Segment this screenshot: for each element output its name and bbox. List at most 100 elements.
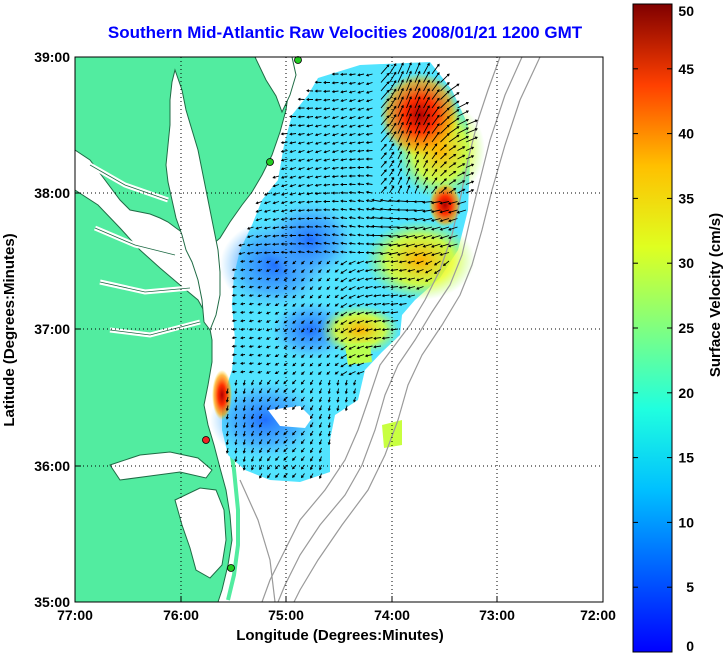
velocity-arrow bbox=[356, 337, 365, 341]
velocity-arrow bbox=[465, 180, 475, 185]
velocity-arrow bbox=[327, 379, 331, 386]
velocity-arrow bbox=[423, 105, 430, 117]
velocity-arrow bbox=[301, 277, 305, 282]
velocity-arrow bbox=[365, 207, 373, 211]
velocity-arrow bbox=[431, 97, 440, 109]
velocity-arrow bbox=[414, 87, 421, 100]
velocity-arrow bbox=[365, 165, 373, 169]
velocity-arrow bbox=[306, 89, 314, 93]
velocity-arrow bbox=[447, 201, 458, 205]
velocity-arrow bbox=[348, 158, 356, 162]
velocity-arrow bbox=[231, 276, 237, 280]
radar-stations bbox=[202, 56, 302, 572]
velocity-arrow bbox=[439, 252, 450, 256]
velocity-arrow bbox=[414, 142, 419, 151]
velocity-arrow bbox=[323, 98, 331, 102]
velocity-arrow bbox=[379, 234, 390, 238]
velocity-arrow bbox=[238, 243, 246, 247]
velocity-arrow bbox=[234, 456, 238, 463]
velocity-arrow bbox=[292, 371, 297, 375]
velocity-arrow bbox=[344, 405, 348, 412]
velocity-arrow bbox=[234, 388, 238, 395]
velocity-arrow bbox=[334, 277, 339, 282]
map-title: Southern Mid-Atlantic Raw Velocities 200… bbox=[107, 23, 583, 42]
velocity-arrow bbox=[397, 151, 403, 160]
velocity-arrow bbox=[414, 176, 419, 185]
velocity-arrow bbox=[248, 344, 254, 348]
velocity-arrow bbox=[280, 250, 288, 254]
velocity-arrow bbox=[356, 311, 365, 316]
velocity-arrow bbox=[250, 456, 254, 463]
velocity-arrow bbox=[289, 209, 297, 213]
y-axis-label: Latitude (Degrees:Minutes) bbox=[1, 233, 18, 426]
velocity-arrow bbox=[289, 242, 297, 246]
velocity-arrow bbox=[300, 439, 305, 445]
velocity-arrow bbox=[334, 286, 339, 290]
velocity-arrow bbox=[257, 285, 263, 289]
velocity-arrow bbox=[379, 216, 390, 220]
velocity-arrow bbox=[431, 106, 440, 117]
velocity-arrow bbox=[318, 328, 322, 333]
velocity-arrow bbox=[365, 73, 373, 77]
velocity-arrow bbox=[255, 201, 263, 205]
velocity-arrow bbox=[357, 116, 365, 120]
velocity-arrow bbox=[242, 430, 246, 437]
velocity-arrow bbox=[318, 354, 322, 359]
velocity-arrow bbox=[272, 251, 279, 255]
velocity-arrow bbox=[423, 168, 428, 177]
velocity-arrow bbox=[300, 379, 305, 385]
velocity-arrow bbox=[413, 209, 424, 213]
velocity-arrow bbox=[255, 243, 263, 247]
velocity-arrow bbox=[356, 320, 365, 324]
velocity-arrow bbox=[348, 320, 356, 325]
velocity-arrow bbox=[306, 141, 314, 145]
velocity-arrow bbox=[340, 183, 347, 187]
velocity-arrow bbox=[373, 302, 382, 306]
velocity-arrow bbox=[340, 216, 348, 220]
velocity-arrow bbox=[371, 207, 382, 211]
velocity-arrow bbox=[275, 456, 280, 461]
velocity-arrow bbox=[423, 62, 430, 75]
velocity-arrow bbox=[234, 379, 238, 386]
velocity-arrow bbox=[440, 81, 450, 92]
velocity-arrow bbox=[397, 96, 404, 109]
velocity-arrow bbox=[407, 294, 416, 298]
velocity-arrow bbox=[373, 294, 382, 298]
velocity-arrow bbox=[447, 243, 458, 248]
velocity-arrow bbox=[314, 158, 322, 162]
velocity-arrow bbox=[240, 319, 246, 323]
velocity-arrow bbox=[272, 209, 280, 213]
velocity-arrow bbox=[267, 430, 271, 436]
y-tick-label: 39:00 bbox=[34, 49, 70, 65]
velocity-arrow bbox=[318, 269, 322, 274]
velocity-arrow bbox=[430, 209, 441, 214]
velocity-arrow bbox=[314, 224, 322, 229]
velocity-arrow bbox=[331, 124, 339, 128]
velocity-arrow bbox=[336, 388, 340, 395]
velocity-arrow bbox=[390, 285, 399, 289]
velocity-arrow bbox=[265, 354, 271, 357]
velocity-arrow bbox=[356, 286, 365, 290]
velocity-arrow bbox=[448, 100, 460, 109]
velocity-arrow bbox=[331, 233, 339, 237]
velocity-arrow bbox=[348, 362, 356, 367]
velocity-arrow bbox=[465, 119, 478, 126]
velocity-arrow bbox=[297, 150, 305, 154]
velocity-arrow bbox=[405, 217, 416, 221]
velocity-arrow bbox=[340, 81, 348, 85]
velocity-arrow bbox=[318, 388, 322, 395]
velocity-arrow bbox=[242, 447, 246, 454]
velocity-arrow bbox=[275, 388, 280, 393]
velocity-arrow bbox=[380, 160, 387, 168]
colorbar-tick-label: 50 bbox=[678, 3, 694, 19]
velocity-arrow bbox=[398, 285, 407, 289]
velocity-arrow bbox=[231, 302, 237, 306]
velocity-arrow bbox=[422, 252, 433, 257]
velocity-arrow bbox=[440, 144, 447, 151]
velocity-arrow bbox=[314, 98, 322, 102]
velocity-arrow bbox=[318, 345, 322, 350]
velocity-arrow bbox=[300, 456, 305, 462]
colorbar-tick-label: 45 bbox=[678, 61, 694, 77]
velocity-arrow bbox=[259, 447, 263, 454]
velocity-arrow bbox=[314, 250, 322, 254]
